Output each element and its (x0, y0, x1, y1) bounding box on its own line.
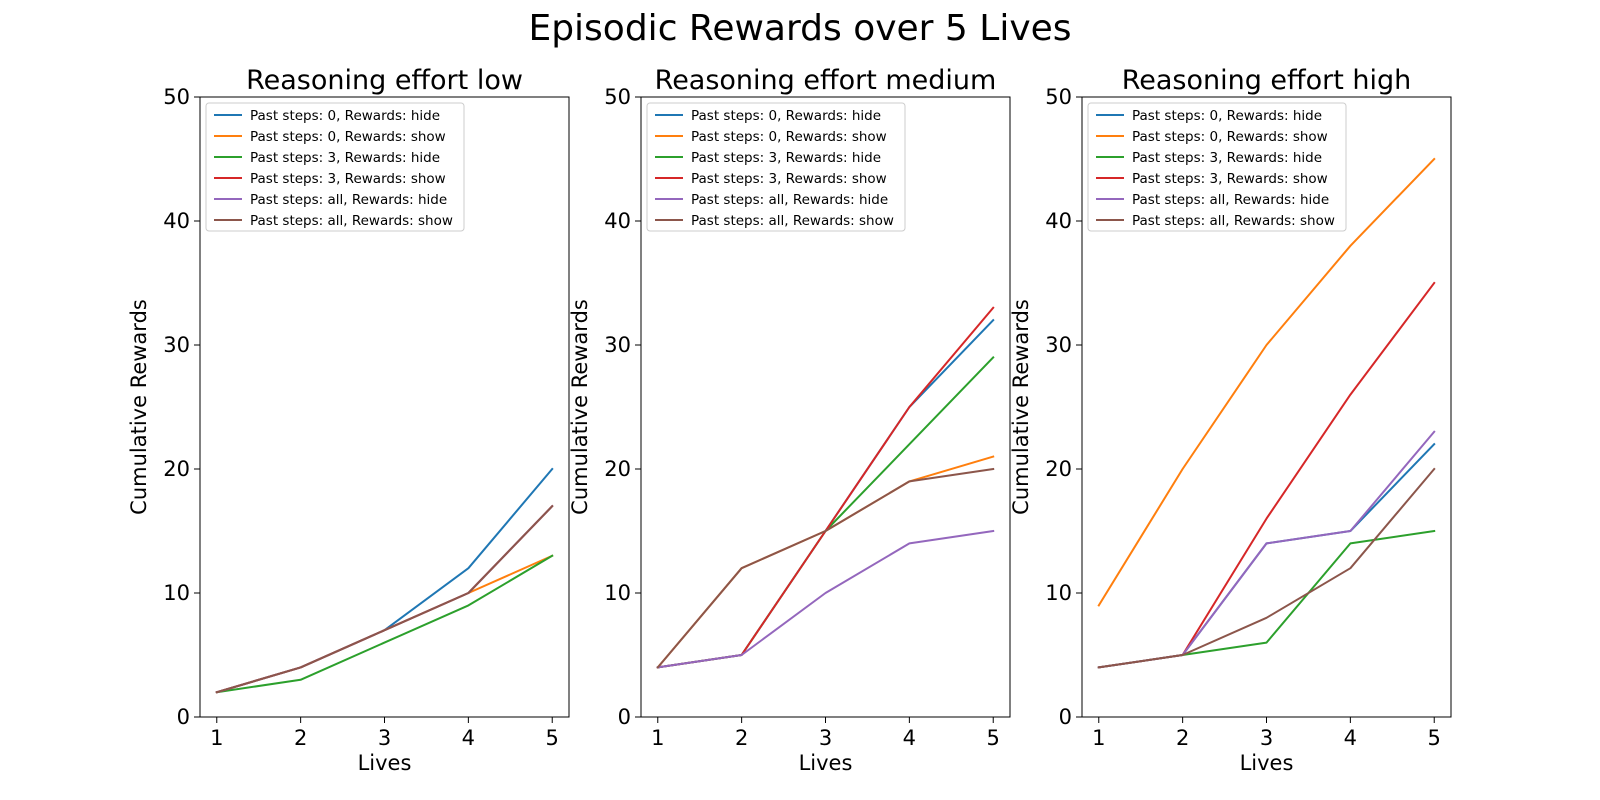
y-tick-label: 20 (163, 457, 190, 481)
series-line-2 (215, 554, 554, 694)
legend: Past steps: 0, Rewards: hide Past steps: … (646, 102, 906, 232)
x-tick-label: 3 (378, 726, 391, 750)
y-tick-label: 0 (618, 705, 631, 729)
series-line-6 (215, 504, 554, 694)
series-line-5 (656, 529, 995, 669)
chart-title: Reasoning effort medium (655, 65, 997, 96)
y-axis-label: Cumulative Rewards (1009, 299, 1033, 515)
legend-label: Past steps: 3, Rewards: show (250, 171, 446, 187)
y-tick-label: 0 (1059, 705, 1072, 729)
series-line-6 (656, 467, 995, 669)
x-tick-label: 2 (1176, 726, 1189, 750)
legend: Past steps: 0, Rewards: hide Past steps: … (1087, 102, 1347, 232)
x-tick-label: 4 (462, 726, 475, 750)
x-tick-label: 5 (987, 726, 1000, 750)
series-line-4 (215, 504, 554, 694)
legend-label: Past steps: all, Rewards: show (691, 213, 894, 229)
legend-label: Past steps: 0, Rewards: show (250, 129, 446, 145)
y-tick-label: 10 (1045, 581, 1072, 605)
y-tick-label: 20 (1045, 457, 1072, 481)
legend-label: Past steps: all, Rewards: hide (691, 192, 888, 208)
y-tick-label: 10 (604, 581, 631, 605)
legend-box (646, 102, 906, 232)
y-tick-label: 30 (1045, 333, 1072, 357)
y-tick-label: 20 (604, 457, 631, 481)
x-axis-label: Lives (358, 751, 412, 775)
y-axis-label: Cumulative Rewards (568, 299, 592, 515)
x-tick-label: 2 (735, 726, 748, 750)
y-tick-label: 40 (1045, 209, 1072, 233)
series-line-3 (215, 554, 554, 694)
legend-label: Past steps: all, Rewards: hide (250, 192, 447, 208)
series-line-2 (656, 455, 995, 669)
series-line-1 (656, 318, 995, 669)
y-tick-label: 50 (163, 85, 190, 109)
legend-label: Past steps: 0, Rewards: show (1132, 129, 1328, 145)
legend-label: Past steps: 3, Rewards: hide (1132, 150, 1322, 166)
legend-label: Past steps: all, Rewards: hide (1132, 192, 1329, 208)
legend-label: Past steps: 3, Rewards: show (1132, 171, 1328, 187)
x-tick-label: 3 (819, 726, 832, 750)
legend-label: Past steps: 0, Rewards: show (691, 129, 887, 145)
y-tick-label: 40 (163, 209, 190, 233)
legend-label: Past steps: 0, Rewards: hide (250, 108, 440, 124)
x-tick-label: 2 (294, 726, 307, 750)
x-tick-label: 4 (903, 726, 916, 750)
x-tick-label: 4 (1344, 726, 1357, 750)
x-axis-label: Lives (799, 751, 853, 775)
x-tick-label: 1 (210, 726, 223, 750)
y-tick-label: 40 (604, 209, 631, 233)
legend-box (1087, 102, 1347, 232)
series-line-3 (1097, 529, 1436, 669)
y-tick-label: 30 (163, 333, 190, 357)
y-tick-label: 30 (604, 333, 631, 357)
legend-box (205, 102, 465, 232)
series-line-1 (215, 467, 554, 694)
legend-label: Past steps: 3, Rewards: show (691, 171, 887, 187)
legend-label: Past steps: 0, Rewards: hide (691, 108, 881, 124)
legend-label: Past steps: 3, Rewards: hide (691, 150, 881, 166)
x-tick-label: 1 (1092, 726, 1105, 750)
legend-label: Past steps: 3, Rewards: hide (250, 150, 440, 166)
series-line-3 (656, 355, 995, 669)
figure-title: Episodic Rewards over 5 Lives (528, 8, 1072, 49)
x-axis-label: Lives (1240, 751, 1294, 775)
y-tick-label: 10 (163, 581, 190, 605)
legend: Past steps: 0, Rewards: hide Past steps: … (205, 102, 465, 232)
series-line-4 (656, 306, 995, 669)
x-tick-label: 5 (546, 726, 559, 750)
x-tick-label: 5 (1428, 726, 1441, 750)
x-tick-label: 1 (651, 726, 664, 750)
series-line-4 (1097, 281, 1436, 669)
legend-label: Past steps: 0, Rewards: hide (1132, 108, 1322, 124)
series-line-6 (1097, 467, 1436, 669)
series-line-5 (1097, 430, 1436, 669)
chart-title: Reasoning effort high (1122, 65, 1412, 96)
y-axis-label: Cumulative Rewards (127, 299, 151, 515)
legend-label: Past steps: all, Rewards: show (1132, 213, 1335, 229)
series-line-1 (1097, 442, 1436, 669)
y-tick-label: 50 (1045, 85, 1072, 109)
series-line-5 (215, 504, 554, 694)
x-tick-label: 3 (1260, 726, 1273, 750)
y-tick-label: 0 (177, 705, 190, 729)
series-line-2 (1097, 157, 1436, 607)
chart-title: Reasoning effort low (246, 65, 523, 96)
legend-label: Past steps: all, Rewards: show (250, 213, 453, 229)
y-tick-label: 50 (604, 85, 631, 109)
